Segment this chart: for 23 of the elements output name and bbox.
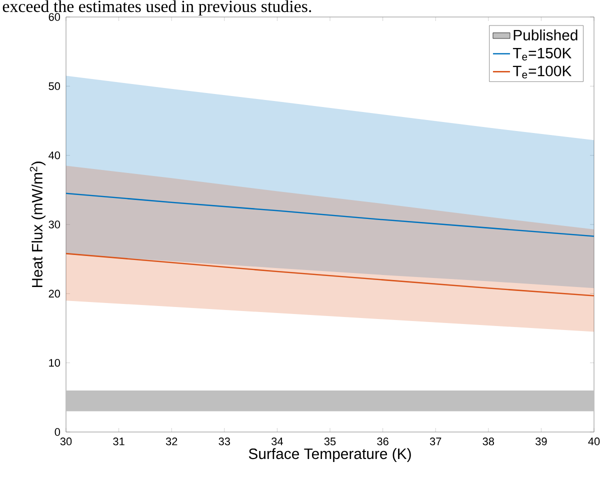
y-tick-label: 20 — [48, 290, 60, 298]
legend-label: T$_{e}$=100K — [512, 66, 572, 78]
x-tick-label: 39 — [536, 438, 547, 446]
y-tick-label: 50 — [48, 82, 60, 90]
y-tick-label: 40 — [48, 151, 60, 160]
line-series — [66, 192, 594, 237]
x-tick-label: 35 — [324, 438, 336, 446]
legend-label: T$_{e}$=150K — [512, 48, 572, 60]
x-axis-title: Surface Temperature (K) — [248, 448, 411, 462]
x-tick-label: 33 — [218, 438, 230, 446]
legend-label: Published — [514, 29, 578, 40]
y-tick-label: 10 — [49, 358, 60, 367]
x-tick-label: 40 — [588, 438, 600, 446]
x-tick-label: 36 — [377, 438, 388, 446]
x-tick-label: 38 — [482, 438, 494, 446]
x-tick-label: 37 — [430, 438, 442, 446]
y-axis-title: Heat Flux (mW/m$^{2}$) — [30, 162, 46, 288]
y-tick-label: 0 — [54, 428, 60, 436]
x-tick-label: 31 — [113, 438, 124, 446]
x-tick-label: 32 — [166, 438, 178, 446]
x-tick-label: 34 — [272, 438, 283, 446]
y-tick-label: 30 — [48, 220, 60, 228]
x-tick-label: 30 — [60, 438, 72, 446]
